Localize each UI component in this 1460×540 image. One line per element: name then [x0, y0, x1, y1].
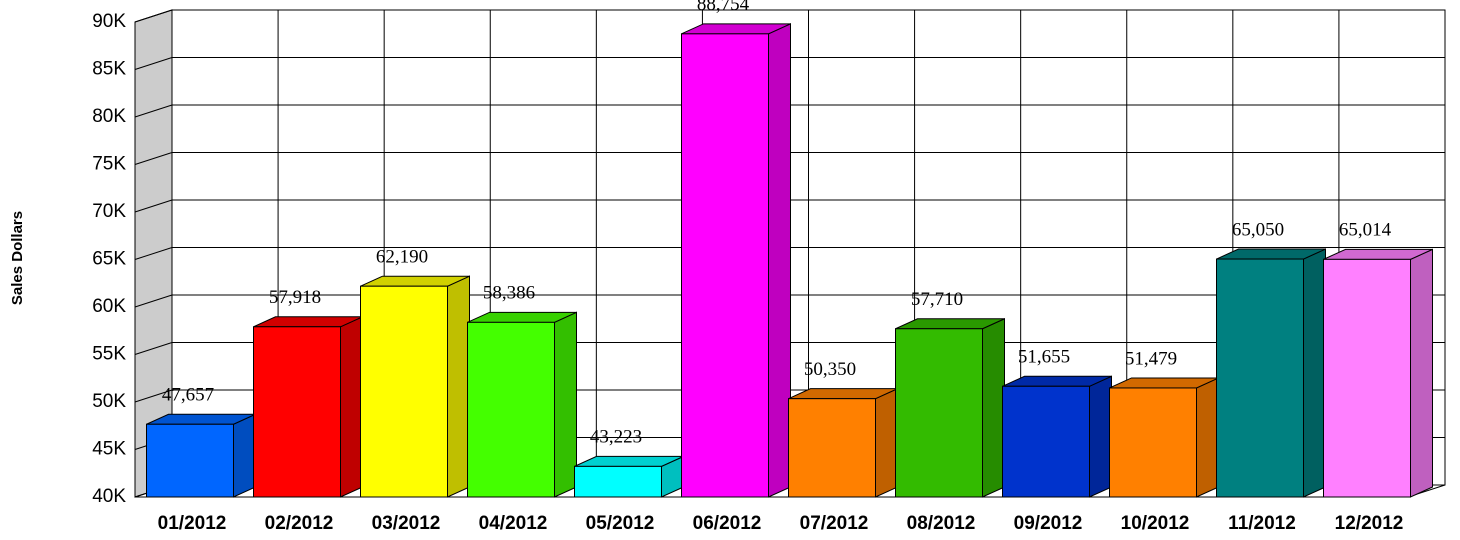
bar [895, 328, 983, 498]
grid-line [134, 104, 173, 118]
bar [1323, 258, 1411, 498]
x-tick-label: 08/2012 [907, 513, 976, 534]
bar-side [554, 311, 577, 498]
x-tick-label: 05/2012 [586, 513, 655, 534]
grid-line [134, 9, 173, 23]
value-label: 51,479 [1125, 348, 1177, 369]
y-tick-label: 80K [92, 106, 126, 127]
x-tick-label: 09/2012 [1014, 513, 1083, 534]
y-tick-label: 85K [92, 59, 126, 80]
value-label: 43,223 [590, 427, 642, 448]
y-tick-label: 55K [92, 344, 126, 365]
x-tick-label: 04/2012 [479, 513, 548, 534]
bar-side [875, 387, 898, 498]
bar-side [768, 23, 791, 498]
grid-line [134, 389, 173, 403]
bar-side [1303, 248, 1326, 498]
grid-line [134, 199, 173, 213]
y-tick-label: 50K [92, 391, 126, 412]
y-tick-label: 40K [92, 486, 126, 507]
value-label: 88,754 [697, 0, 750, 15]
bar-side [340, 316, 363, 498]
value-label: 57,918 [269, 287, 321, 308]
value-label: 47,657 [162, 385, 214, 406]
value-label: 65,050 [1232, 219, 1284, 240]
bar [1109, 387, 1197, 498]
bar [788, 398, 876, 498]
grid-line [134, 342, 173, 355]
y-tick-label: 60K [92, 296, 126, 317]
x-tick-label: 01/2012 [158, 513, 227, 534]
grid-line [134, 152, 173, 165]
bar-side [982, 317, 1005, 498]
x-tick-label: 11/2012 [1228, 513, 1296, 534]
bar-side [1410, 248, 1433, 498]
y-axis-title: Sales Dollars [9, 211, 26, 305]
grid-line [134, 247, 173, 260]
grid-line [134, 57, 173, 70]
value-label: 65,014 [1339, 220, 1392, 241]
value-label: 57,710 [911, 289, 963, 310]
y-tick-label: 70K [92, 201, 126, 222]
bar [681, 33, 769, 498]
bar [146, 423, 234, 498]
bar [253, 326, 341, 498]
y-tick-label: 75K [92, 154, 126, 175]
bar-side [1089, 375, 1112, 498]
y-tick-label: 65K [92, 249, 126, 270]
value-label: 51,655 [1018, 347, 1070, 368]
grid-line [134, 294, 173, 308]
bar-side [233, 413, 256, 498]
bar-side [1196, 377, 1219, 498]
y-tick-label: 45K [92, 439, 126, 460]
x-tick-label: 02/2012 [265, 513, 334, 534]
x-tick-label: 10/2012 [1121, 513, 1190, 534]
bar [467, 321, 555, 498]
value-label: 58,386 [483, 283, 535, 304]
x-tick-label: 07/2012 [800, 513, 869, 534]
value-label: 62,190 [376, 247, 428, 268]
bar [1002, 385, 1090, 498]
bar [360, 285, 448, 498]
bar-side [447, 275, 470, 498]
y-tick-label: 90K [92, 11, 126, 32]
bar [574, 465, 662, 498]
x-tick-label: 03/2012 [372, 513, 441, 534]
bar [1216, 258, 1304, 498]
x-tick-label: 12/2012 [1335, 513, 1404, 534]
value-label: 50,350 [804, 359, 856, 380]
x-tick-label: 06/2012 [693, 513, 762, 534]
